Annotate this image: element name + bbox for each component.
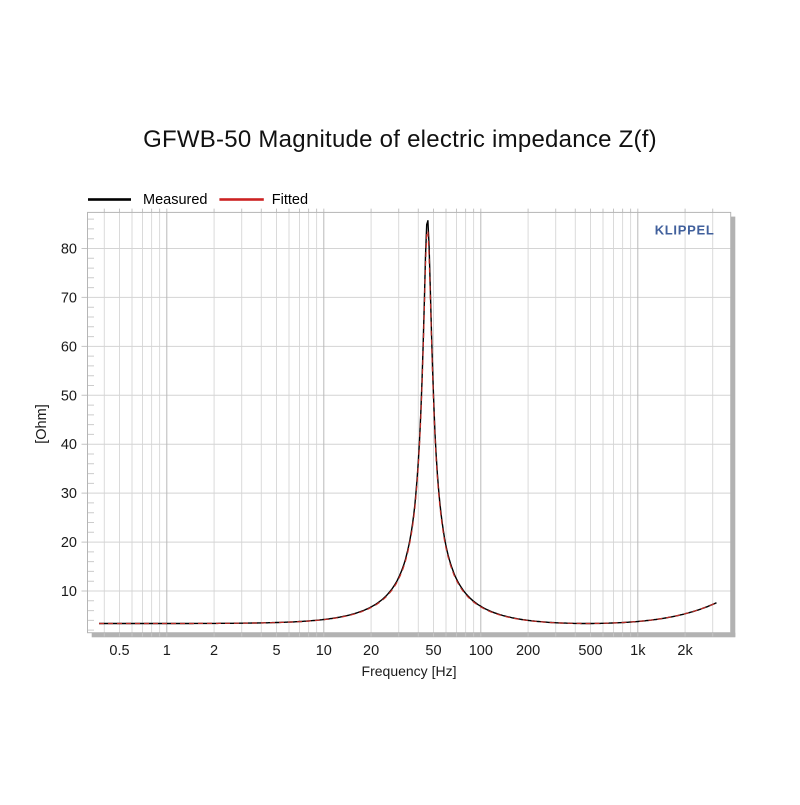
svg-text:30: 30 [61,486,77,502]
svg-text:5: 5 [272,643,280,659]
svg-text:10: 10 [316,643,332,659]
svg-text:50: 50 [61,388,77,404]
svg-text:Fitted: Fitted [272,192,308,208]
svg-text:GFWB-50 Magnitude of electric: GFWB-50 Magnitude of electric impedance … [143,126,657,153]
svg-text:20: 20 [363,643,379,659]
svg-text:1k: 1k [630,643,646,659]
svg-text:0.5: 0.5 [109,643,129,659]
svg-text:60: 60 [61,339,77,355]
svg-text:200: 200 [516,643,540,659]
svg-text:1: 1 [163,643,171,659]
svg-text:KLIPPEL: KLIPPEL [655,223,715,238]
svg-text:40: 40 [61,437,77,453]
svg-text:Frequency [Hz]: Frequency [Hz] [362,663,457,679]
svg-text:20: 20 [61,535,77,551]
svg-text:50: 50 [425,643,441,659]
svg-text:10: 10 [61,584,77,600]
svg-text:100: 100 [469,643,493,659]
svg-text:Measured: Measured [143,192,207,208]
svg-text:500: 500 [578,643,602,659]
svg-text:2k: 2k [677,643,693,659]
svg-text:80: 80 [61,242,77,258]
svg-text:2: 2 [210,643,218,659]
svg-text:[Ohm]: [Ohm] [34,404,50,443]
svg-text:70: 70 [61,290,77,306]
